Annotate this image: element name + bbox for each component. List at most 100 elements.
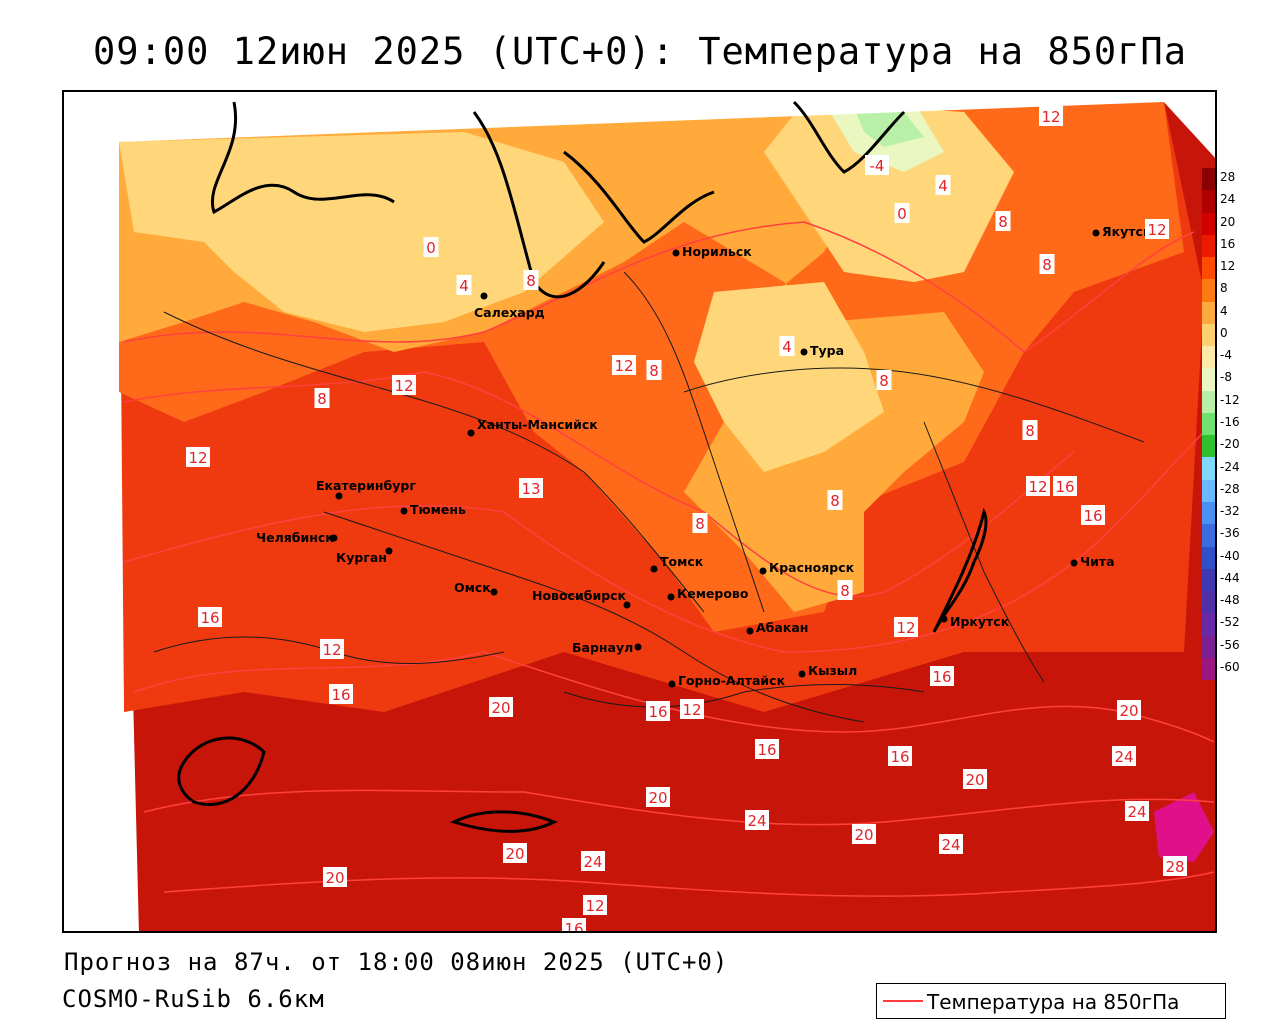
color-scale-cell (1202, 657, 1215, 681)
svg-text:Ханты-Мансийск: Ханты-Мансийск (477, 417, 598, 432)
isotherm-label-bg (1026, 476, 1050, 496)
isotherm-label: 28 (1165, 858, 1184, 876)
isotherm-label-bg (930, 666, 954, 686)
isotherm-label-bg (852, 824, 876, 844)
isotherm-label: 16 (648, 703, 667, 721)
color-scale-label: -44 (1220, 570, 1240, 585)
isotherm-label: 12 (1028, 478, 1047, 496)
color-scale-cell (1202, 568, 1215, 592)
color-scale-label: -52 (1220, 615, 1240, 630)
city-kemerovo: Кемерово (667, 586, 749, 601)
isotherm-label-bg (894, 203, 910, 223)
color-scale-cell (1202, 279, 1215, 302)
svg-text:Салехард: Салехард (474, 305, 545, 320)
isotherm-label-bg (320, 639, 344, 659)
isotherm-label: 12 (614, 357, 633, 375)
isotherm-label-bg (523, 270, 539, 290)
isotherm-label: 16 (932, 668, 951, 686)
isotherm-label-bg (865, 155, 889, 175)
color-scale-cell (1202, 168, 1215, 191)
svg-text:Омск: Омск (454, 580, 491, 595)
isotherm-label: 12 (896, 619, 915, 637)
color-scale-cell (1202, 635, 1215, 658)
isotherm-label-bg (581, 851, 605, 871)
svg-text:Абакан: Абакан (756, 620, 808, 635)
isotherm-label-bg (963, 769, 987, 789)
color-scale-label: -56 (1220, 637, 1240, 652)
isotherm-label-bg (755, 739, 779, 759)
isotherm-label-bg (583, 895, 607, 915)
legend-line-swatch (883, 1000, 923, 1002)
color-scale-cell (1202, 546, 1215, 569)
svg-text:Новосибирск: Новосибирск (532, 588, 627, 603)
color-scale-cell (1202, 501, 1215, 525)
temperature-map: Норильск Якутск Салехард Тура Ханты-Манс… (62, 90, 1217, 933)
domain-mask-left (64, 92, 139, 931)
isotherm-label: 0 (426, 239, 436, 257)
isotherm-label-bg (680, 699, 704, 719)
isotherm-label-bg (423, 237, 439, 257)
isotherm-label: 12 (1147, 221, 1166, 239)
isotherm-label: 20 (491, 699, 510, 717)
isotherm-label: 8 (998, 213, 1008, 231)
color-scale-cell (1202, 190, 1215, 213)
field-0-4-central (694, 282, 884, 472)
isotherm-label-bg (519, 478, 543, 498)
city-gorno-altaysk: Горно-Алтайск (668, 673, 786, 688)
isotherm-lines (123, 221, 1215, 897)
color-scale-cell (1202, 346, 1215, 369)
svg-text:Челябинск: Челябинск (256, 530, 334, 545)
svg-text:Кемерово: Кемерово (677, 586, 749, 601)
city-abakan: Абакан (746, 620, 808, 635)
svg-text:Норильск: Норильск (682, 244, 752, 259)
color-scale-cell (1202, 323, 1215, 347)
svg-text:Иркутск: Иркутск (950, 614, 1010, 629)
color-scale-label: 12 (1220, 259, 1236, 274)
isotherm-label: 8 (879, 372, 889, 390)
city-norilsk: Норильск (672, 244, 752, 259)
color-scale-label: -12 (1220, 392, 1240, 407)
isotherm-label-bg (876, 370, 892, 390)
isotherm-label: 12 (188, 449, 207, 467)
isotherm-label-bg (198, 607, 222, 627)
color-scale-label: 8 (1220, 281, 1228, 296)
isotherm-label-bg (1125, 801, 1149, 821)
isotherm-label: 16 (331, 686, 350, 704)
isotherm-label-bg (562, 918, 586, 931)
color-scale-cell (1202, 479, 1215, 502)
color-scale-cell (1202, 212, 1215, 235)
color-scale-cell (1202, 257, 1215, 280)
isotherm-label: 12 (585, 897, 604, 915)
isotherm-label-bg (323, 867, 347, 887)
isotherm-label-bg (1163, 856, 1187, 876)
isotherm-label-bg (827, 490, 843, 510)
isotherm-label-bg (745, 810, 769, 830)
isotherm-label: 8 (830, 492, 840, 510)
color-scale-cell (1202, 390, 1215, 413)
color-scale-label: -4 (1220, 348, 1232, 363)
admin-borders (153, 271, 1145, 723)
isotherm-label: 20 (648, 789, 667, 807)
city-barnaul: Барнаул (572, 640, 642, 655)
color-scale-cell (1202, 524, 1215, 547)
city-kyzyl: Кызыл (798, 663, 857, 678)
isotherm-label: 8 (526, 272, 536, 290)
isotherm-label-bg (1022, 420, 1038, 440)
color-scale-label: -48 (1220, 593, 1240, 608)
color-scale-cell (1202, 412, 1215, 436)
isotherm-label: 24 (1127, 803, 1146, 821)
city-novosibirsk: Новосибирск (532, 588, 631, 609)
svg-text:Красноярск: Красноярск (769, 560, 855, 575)
isotherm-label-bg (314, 388, 330, 408)
isotherm-label-bg (1145, 219, 1169, 239)
legend-label: Температура на 850гПа (927, 990, 1180, 1014)
isotherm-label: 13 (521, 480, 540, 498)
isotherm-label: 20 (1119, 702, 1138, 720)
isotherm-label-bg (329, 684, 353, 704)
svg-text:Барнаул: Барнаул (572, 640, 633, 655)
isotherm-label-bg (935, 175, 951, 195)
color-scale-label: -32 (1220, 504, 1240, 519)
isotherm-label: 16 (1083, 507, 1102, 525)
color-scale-label: 0 (1220, 325, 1228, 340)
isotherm-label-bg (939, 834, 963, 854)
